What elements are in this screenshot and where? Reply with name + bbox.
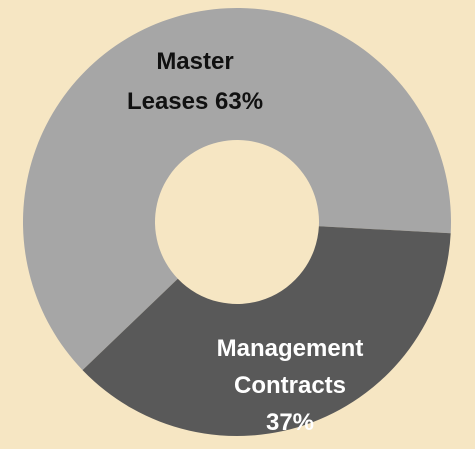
- donut-slice: [82, 226, 451, 436]
- category-label: Management Contracts: [216, 335, 364, 399]
- donut-slice: [22, 7, 452, 371]
- value-label: 37%: [265, 409, 315, 436]
- slice-label: Management Contracts 37%: [190, 330, 390, 441]
- value-label: 63%: [215, 88, 264, 115]
- category-label: Master Leases: [126, 48, 234, 115]
- slice-label: Master Leases 63%: [115, 42, 275, 122]
